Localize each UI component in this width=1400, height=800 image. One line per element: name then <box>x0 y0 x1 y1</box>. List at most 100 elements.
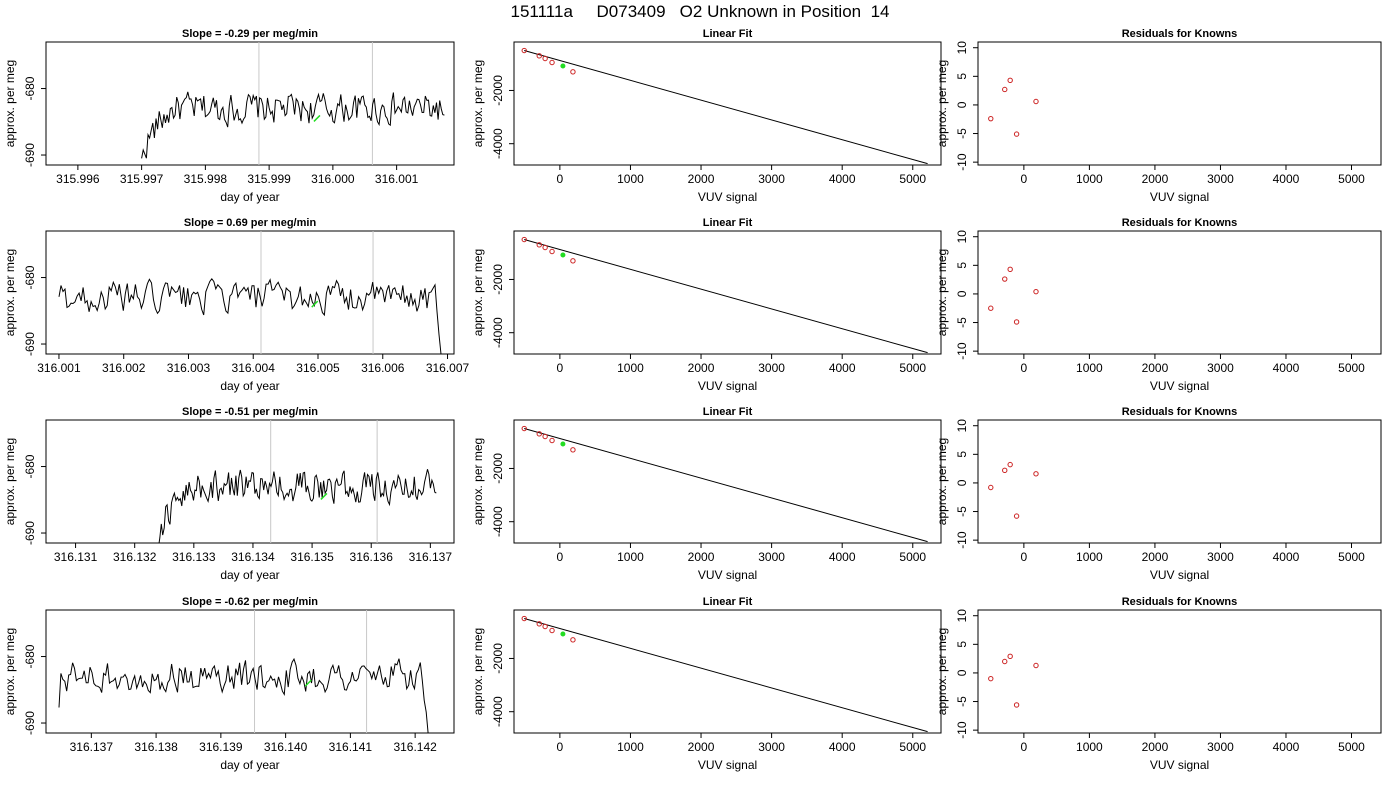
known-point <box>536 242 542 248</box>
plot-frame <box>513 419 942 544</box>
residual-point <box>1007 653 1013 660</box>
residual-point <box>1033 662 1039 669</box>
x-tick-label: 316.133 <box>172 550 216 564</box>
x-tick-label: 316.141 <box>329 740 373 754</box>
x-tick-label: 3000 <box>758 172 785 186</box>
panel-2-0: Slope = -0.51 per meg/min day of year appr… <box>3 406 455 582</box>
known-point <box>570 258 576 264</box>
y-axis-label: approx. per meg <box>935 438 949 525</box>
y-axis-label: approx. per meg <box>935 249 949 336</box>
x-tick-label: 2000 <box>1142 740 1169 754</box>
residual-point <box>1007 266 1013 273</box>
x-tick-label: 3000 <box>758 740 785 754</box>
y-tick-label: -5 <box>955 128 969 139</box>
x-tick-label: 316.142 <box>393 740 437 754</box>
plot-area <box>141 42 445 165</box>
x-tick-label: 0 <box>1021 172 1028 186</box>
known-point <box>542 244 548 251</box>
y-tick-label: 10 <box>955 41 969 55</box>
x-tick-label: 4000 <box>829 740 856 754</box>
x-tick-label: 1000 <box>617 172 644 186</box>
unknown-marker <box>304 679 312 687</box>
x-tick-label: 2000 <box>1142 361 1169 375</box>
known-point <box>570 637 576 643</box>
y-axis-label: approx. per meg <box>471 438 485 525</box>
y-tick-label: 5 <box>955 73 969 80</box>
x-tick-label: 1000 <box>1076 740 1103 754</box>
x-tick-label: 5000 <box>899 740 926 754</box>
x-tick-label: 316.137 <box>409 550 453 564</box>
panel-title: Linear Fit <box>703 217 753 229</box>
panel-1-2: Residuals for Knowns VUV signal approx. pe… <box>935 217 1382 393</box>
plot-area <box>521 615 928 733</box>
x-tick-label: 2000 <box>1142 172 1169 186</box>
panel-0-1: Linear Fit VUV signal approx. per meg 0 1000… <box>471 28 942 204</box>
x-tick-label: 316.005 <box>296 361 340 375</box>
known-point <box>521 47 527 54</box>
x-tick-label: 1000 <box>1076 361 1103 375</box>
known-point <box>536 53 542 59</box>
known-point <box>549 248 555 255</box>
plot-area <box>988 77 1039 137</box>
residual-point <box>1002 658 1008 665</box>
panel-2-1: Linear Fit VUV signal approx. per meg 0 1000… <box>471 406 942 582</box>
x-tick-label: 1000 <box>617 550 644 564</box>
y-tick-label: 5 <box>955 451 969 458</box>
plot-area <box>521 425 928 543</box>
panel-3-0: Slope = -0.62 per meg/min day of year appr… <box>3 596 455 772</box>
x-tick-label: 316.131 <box>54 550 98 564</box>
y-axis-label: approx. per meg <box>935 60 949 147</box>
y-tick-label: 5 <box>955 641 969 648</box>
residual-point <box>1033 471 1039 477</box>
residual-point <box>1007 461 1013 468</box>
x-tick-label: 316.140 <box>264 740 308 754</box>
residual-point <box>1007 77 1013 84</box>
plot-frame <box>977 41 1382 166</box>
x-axis-label: VUV signal <box>1150 190 1209 204</box>
y-axis-label: approx. per meg <box>935 628 949 715</box>
y-tick-label: 0 <box>955 669 969 676</box>
known-point <box>542 623 548 630</box>
unknown-marker <box>313 114 321 122</box>
panel-title: Slope = 0.69 per meg/min <box>184 217 317 229</box>
x-axis-label: day of year <box>220 190 279 204</box>
y-axis-label: approx. per meg <box>3 438 17 525</box>
y-axis-label: approx. per meg <box>471 249 485 336</box>
panel-title: Residuals for Knowns <box>1122 217 1238 229</box>
residual-point <box>988 675 994 682</box>
x-axis-label: VUV signal <box>698 568 757 582</box>
plot-area <box>58 610 429 733</box>
plot-area <box>988 266 1039 325</box>
known-point <box>549 59 555 66</box>
known-point <box>570 69 576 75</box>
y-tick-label: -690 <box>23 711 37 735</box>
x-tick-label: 0 <box>1021 740 1028 754</box>
x-axis-label: VUV signal <box>698 758 757 772</box>
panel-0-0: Slope = -0.29 per meg/min day of year appr… <box>3 28 455 204</box>
panel-title: Residuals for Knowns <box>1122 596 1238 608</box>
x-tick-label: 4000 <box>1273 172 1300 186</box>
x-tick-label: 5000 <box>899 550 926 564</box>
residual-point <box>1013 131 1020 137</box>
x-tick-label: 3000 <box>1207 740 1234 754</box>
panel-title: Linear Fit <box>703 28 753 40</box>
unknown-marker <box>311 300 319 308</box>
plot-area <box>158 420 437 543</box>
panel-title: Slope = -0.29 per meg/min <box>182 28 318 40</box>
residual-point <box>988 305 994 311</box>
panel-title: Slope = -0.62 per meg/min <box>182 596 318 608</box>
x-tick-label: 316.137 <box>70 740 114 754</box>
y-tick-label: -10 <box>955 153 969 171</box>
y-axis-label: approx. per meg <box>3 628 17 715</box>
x-tick-label: 1000 <box>1076 172 1103 186</box>
x-tick-label: 0 <box>557 740 564 754</box>
known-point <box>521 615 527 622</box>
y-tick-label: 0 <box>955 479 969 486</box>
panel-3-2: Residuals for Knowns VUV signal approx. pe… <box>935 596 1382 772</box>
known-point <box>549 627 555 634</box>
known-point <box>536 621 542 627</box>
data-trace <box>158 469 437 543</box>
x-tick-label: 315.997 <box>120 172 164 186</box>
x-tick-label: 316.001 <box>375 172 419 186</box>
unknown-marker <box>320 492 328 500</box>
